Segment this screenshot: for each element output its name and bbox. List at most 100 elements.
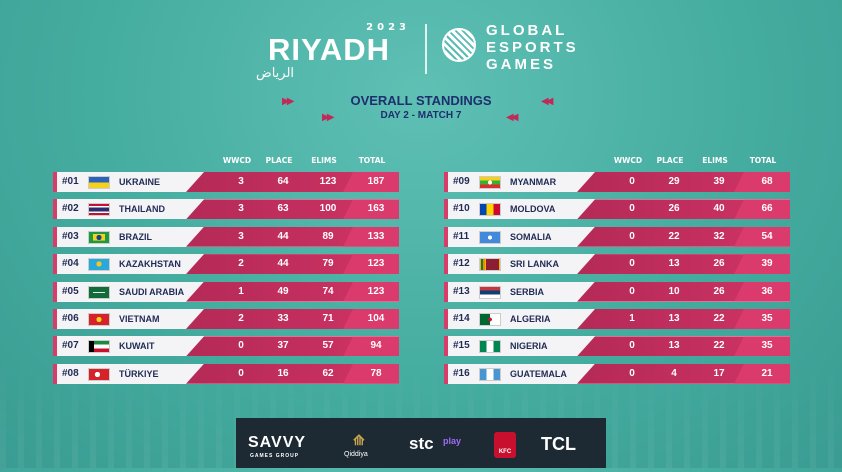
wwcd-value: 0 (238, 340, 244, 352)
row-total-bg (343, 199, 399, 220)
wwcd-value: 0 (629, 285, 635, 297)
wwcd-value: 3 (238, 230, 244, 242)
table-row: #12 SRI LANKA 0 13 26 39 (444, 254, 790, 275)
place-value: 10 (668, 285, 680, 297)
table-row: #11 SOMALIA 0 22 32 54 (444, 226, 790, 247)
team-rank: #04 (62, 258, 79, 270)
row-total-bg (734, 226, 790, 247)
row-total-bg (343, 336, 399, 357)
table-row: #03 BRAZIL 3 44 89 133 (53, 226, 399, 247)
sponsor-bar: SAVVY GAMES GROUP ⟰ Qiddiya stc play KFC… (236, 418, 606, 468)
page-title: OVERALL STANDINGS (350, 93, 492, 108)
col-wwcd: WWCD (222, 156, 252, 165)
wwcd-value: 0 (629, 340, 635, 352)
place-value: 64 (277, 176, 289, 187)
table-row: #09 MYANMAR 0 29 39 68 (444, 172, 790, 192)
elims-value: 123 (319, 176, 337, 187)
country-name: BRAZIL (119, 231, 152, 242)
country-name: MYANMAR (510, 177, 557, 187)
team-rank: #07 (62, 340, 79, 352)
total-value: 39 (761, 258, 773, 270)
stc-play-logo: play (443, 436, 462, 446)
place-value: 44 (277, 258, 289, 270)
kfc-logo-text: KFC (498, 449, 512, 455)
table-row: #10 MOLDOVA 0 26 40 66 (444, 199, 790, 220)
table-row: #13 SERBIA 0 10 26 36 (444, 281, 790, 302)
team-rank: #03 (62, 230, 79, 242)
team-rank: #06 (62, 312, 79, 324)
table-row: #01 UKRAINE 3 64 123 187 (53, 172, 399, 192)
elims-value: 22 (713, 312, 725, 324)
place-value: 13 (668, 258, 680, 270)
team-rank: #02 (62, 203, 79, 215)
row-total-bg (734, 172, 790, 192)
total-value: 35 (761, 312, 773, 324)
total-value: 36 (761, 285, 773, 297)
row-total-bg (734, 254, 790, 275)
savvy-logo-sub: GAMES GROUP (250, 453, 300, 459)
row-total-bg (343, 281, 399, 302)
table-row: #15 NIGERIA 0 13 22 35 (444, 336, 790, 357)
elims-value: 17 (713, 367, 725, 379)
col-wwcd: WWCD (613, 156, 643, 165)
chevron-right-icon: ▶▶ (282, 96, 295, 107)
country-flag-icon (479, 203, 501, 217)
savvy-logo: SAVVY (248, 434, 307, 451)
team-rank: #16 (453, 367, 470, 379)
row-total-bg (734, 199, 790, 220)
total-value: 123 (367, 258, 385, 270)
elims-value: 57 (322, 340, 334, 352)
col-elims: ELIMS (702, 156, 728, 165)
place-value: 63 (277, 203, 289, 215)
page-subtitle: DAY 2 - MATCH 7 (380, 110, 462, 121)
total-value: 54 (761, 230, 773, 242)
elims-value: 26 (713, 285, 725, 297)
table-row: #16 GUATEMALA 0 4 17 21 (444, 363, 790, 384)
place-value: 4 (671, 367, 677, 379)
wwcd-value: 3 (238, 203, 244, 215)
country-name: SRI LANKA (510, 259, 559, 270)
team-rank: #15 (453, 340, 470, 352)
standings-table-right: WWCD PLACE ELIMS TOTAL #09 MYANMAR 0 29 39 68… (444, 154, 790, 391)
elims-value: 100 (319, 203, 337, 215)
place-value: 22 (668, 230, 680, 242)
country-flag-icon (88, 285, 110, 299)
country-flag-icon (479, 285, 501, 299)
table-header: WWCD PLACE ELIMS TOTAL (444, 154, 790, 172)
elims-value: 79 (322, 258, 334, 270)
table-row: #07 KUWAIT 0 37 57 94 (53, 336, 399, 357)
country-name: TÜRKIYE (119, 368, 159, 379)
country-flag-icon (88, 340, 110, 354)
team-rank: #12 (453, 258, 470, 270)
elims-value: 32 (713, 230, 725, 242)
country-flag-icon (88, 176, 110, 189)
chevron-left-icon: ◀◀ (506, 112, 519, 123)
country-flag-icon (479, 258, 501, 272)
ges-line-3: GAMES (486, 56, 557, 73)
place-value: 26 (668, 203, 680, 215)
total-value: 133 (367, 230, 385, 242)
qiddiya-icon: ⟰ (353, 432, 365, 448)
country-name: UKRAINE (119, 177, 161, 187)
total-value: 21 (761, 367, 773, 379)
col-place: PLACE (656, 156, 684, 165)
wwcd-value: 0 (629, 176, 635, 187)
place-value: 13 (668, 340, 680, 352)
country-flag-icon (479, 367, 501, 381)
wwcd-value: 2 (238, 312, 244, 324)
wwcd-value: 0 (238, 367, 244, 379)
team-rank: #08 (62, 367, 79, 379)
team-rank: #13 (453, 285, 470, 297)
country-name: NIGERIA (510, 341, 548, 352)
row-total-bg (343, 172, 399, 192)
table-row: #06 VIETNAM 2 33 71 104 (53, 308, 399, 329)
country-name: GUATEMALA (510, 368, 567, 379)
team-rank: #14 (453, 312, 470, 324)
country-flag-icon (479, 340, 501, 354)
total-value: 78 (370, 367, 382, 379)
elims-value: 89 (322, 230, 334, 242)
wwcd-value: 1 (629, 312, 635, 324)
wwcd-value: 1 (238, 285, 244, 297)
total-value: 94 (370, 340, 382, 352)
chevron-right-icon: ▶▶ (322, 112, 335, 123)
